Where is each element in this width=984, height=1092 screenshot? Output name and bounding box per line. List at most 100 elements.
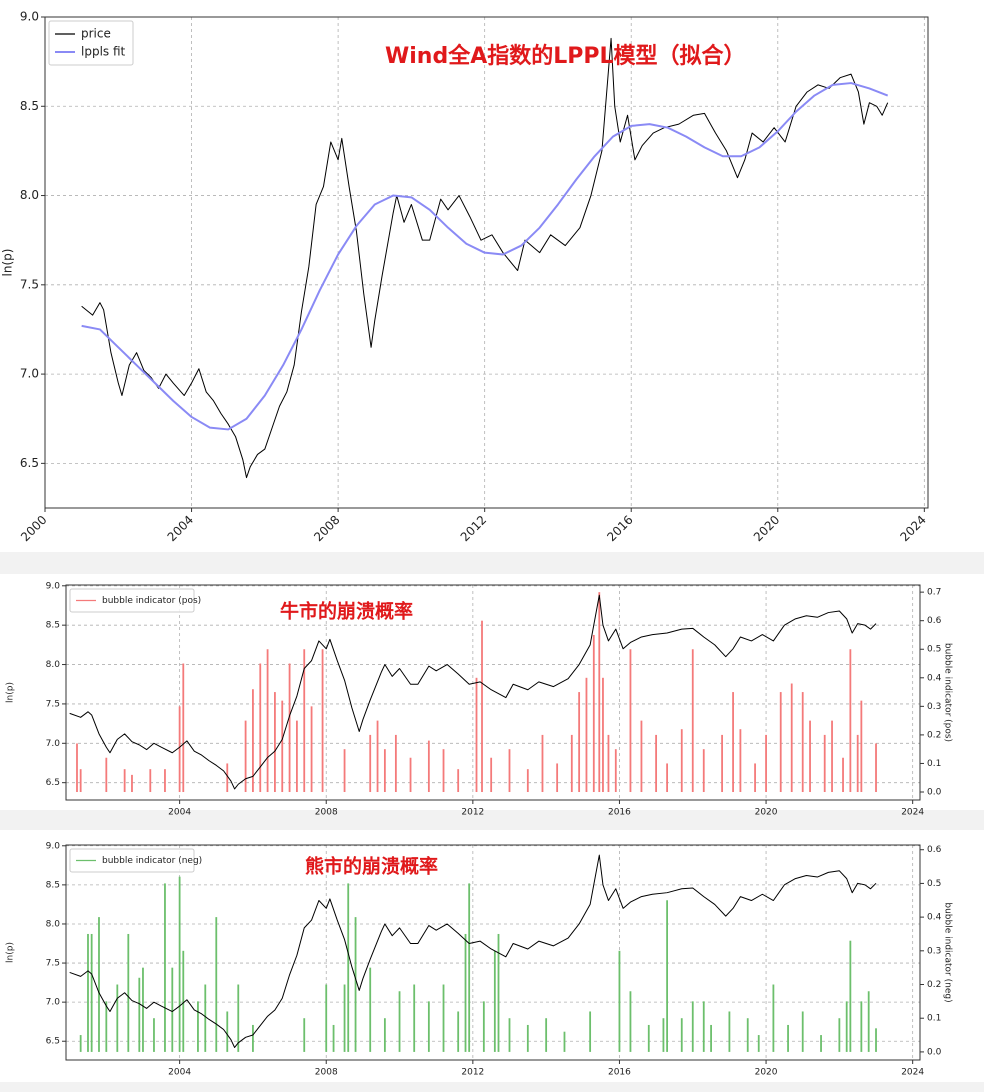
bar [332,1024,335,1052]
bar [691,1001,694,1052]
y2-axis-label: bubble indicator (pos) [943,643,953,742]
y2-axis-label: bubble indicator (neg) [943,902,953,1002]
y2-tick-label: 0.5 [927,879,941,889]
y-tick-label: 6.5 [46,1037,60,1047]
x-tick-label: 2020 [751,513,782,544]
y2-tick-label: 0.1 [927,759,941,769]
bar [252,1024,254,1052]
legend-box [69,588,195,613]
series-layer [69,854,877,1052]
bar [497,933,500,1052]
x-tick-label: 2012 [458,513,489,544]
bar [831,720,833,793]
bar [739,729,742,793]
bar [765,734,767,793]
bar [87,933,89,1052]
bar [376,720,379,793]
bar [545,1018,548,1052]
x-tick-label: 2020 [755,808,778,818]
x-tick-label: 2016 [608,808,631,818]
bar [266,649,269,793]
bar [691,649,694,793]
bar [226,763,229,793]
bar [702,1001,705,1052]
bar [468,883,471,1052]
plot-area [66,585,920,800]
y-tick-label: 8.0 [46,919,61,929]
y-tick-label: 8.0 [46,660,61,670]
bar [153,1018,155,1052]
bar [849,940,852,1052]
bar [413,984,416,1052]
bar [296,720,298,793]
bar [127,933,130,1052]
bar [303,1018,306,1052]
x-tick-label: 2012 [461,808,484,818]
bar [171,967,174,1052]
bar [849,649,852,793]
legend-box [48,20,134,66]
bar [178,706,181,793]
bar [244,720,247,793]
bar [164,769,166,793]
bar [343,749,346,793]
bar [383,1018,386,1052]
bar [76,743,78,793]
x-tick-label: 2004 [168,808,191,818]
bar [457,769,460,793]
bar [655,734,658,793]
bar [182,950,185,1052]
y2-tick-label: 0.0 [927,788,942,798]
bar [226,1011,229,1052]
y-tick-label: 9.0 [46,841,61,851]
y2-tick-label: 0.1 [927,1014,941,1024]
bar [702,749,705,793]
bar [629,649,632,793]
bar [490,757,493,793]
bar [116,984,119,1052]
bar [647,1024,650,1052]
bar [427,1001,430,1052]
x-tick-label: 2020 [755,1068,778,1078]
bar [680,729,683,793]
bar [721,734,723,793]
legend-label: lppls fit [81,45,126,59]
bar [809,720,811,793]
bar [589,1011,592,1052]
chart-panel: 2004 2008 2012 2016 2020 2024 6.5 7.0 7.5 8.0 8.5 9… [6,841,953,1077]
bar [303,649,306,793]
legend-label: bubble indicator (neg) [102,856,202,866]
bar [754,763,756,793]
bar [252,689,254,793]
bar [598,592,601,793]
chart-title: 牛市的崩溃概率 [280,600,413,623]
y2-tick-label: 0.3 [927,702,941,712]
bar [98,917,100,1052]
bar [131,774,133,793]
bar [343,984,346,1052]
bar [746,1018,749,1052]
series-layer [81,37,889,479]
x-tick-label: 2008 [311,513,342,544]
plot-frame [65,584,921,801]
chart-title: Wind全A指数的LPPL模型（拟合） [385,43,746,69]
y2-tick-label: 0.4 [927,913,942,923]
bar [149,769,152,793]
y-tick-label: 7.0 [46,998,61,1008]
y-tick-label: 8.5 [46,621,60,631]
line [81,82,889,431]
bar [427,740,430,793]
bar [772,984,775,1052]
bar [629,991,632,1052]
bar [578,692,581,793]
x-tick-label: 2024 [901,1068,924,1078]
bar [856,734,859,793]
x-tick-label: 2024 [901,808,924,818]
x-tick-label: 2000 [18,513,49,544]
bar [464,933,467,1052]
y-tick-label: 7.0 [46,739,61,749]
bar [394,734,397,793]
bar [281,700,284,793]
plot-frame [65,844,921,1061]
